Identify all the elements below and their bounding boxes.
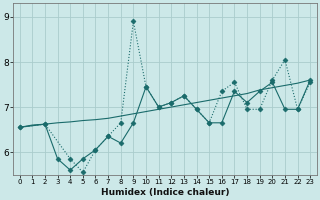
X-axis label: Humidex (Indice chaleur): Humidex (Indice chaleur) [101, 188, 229, 197]
